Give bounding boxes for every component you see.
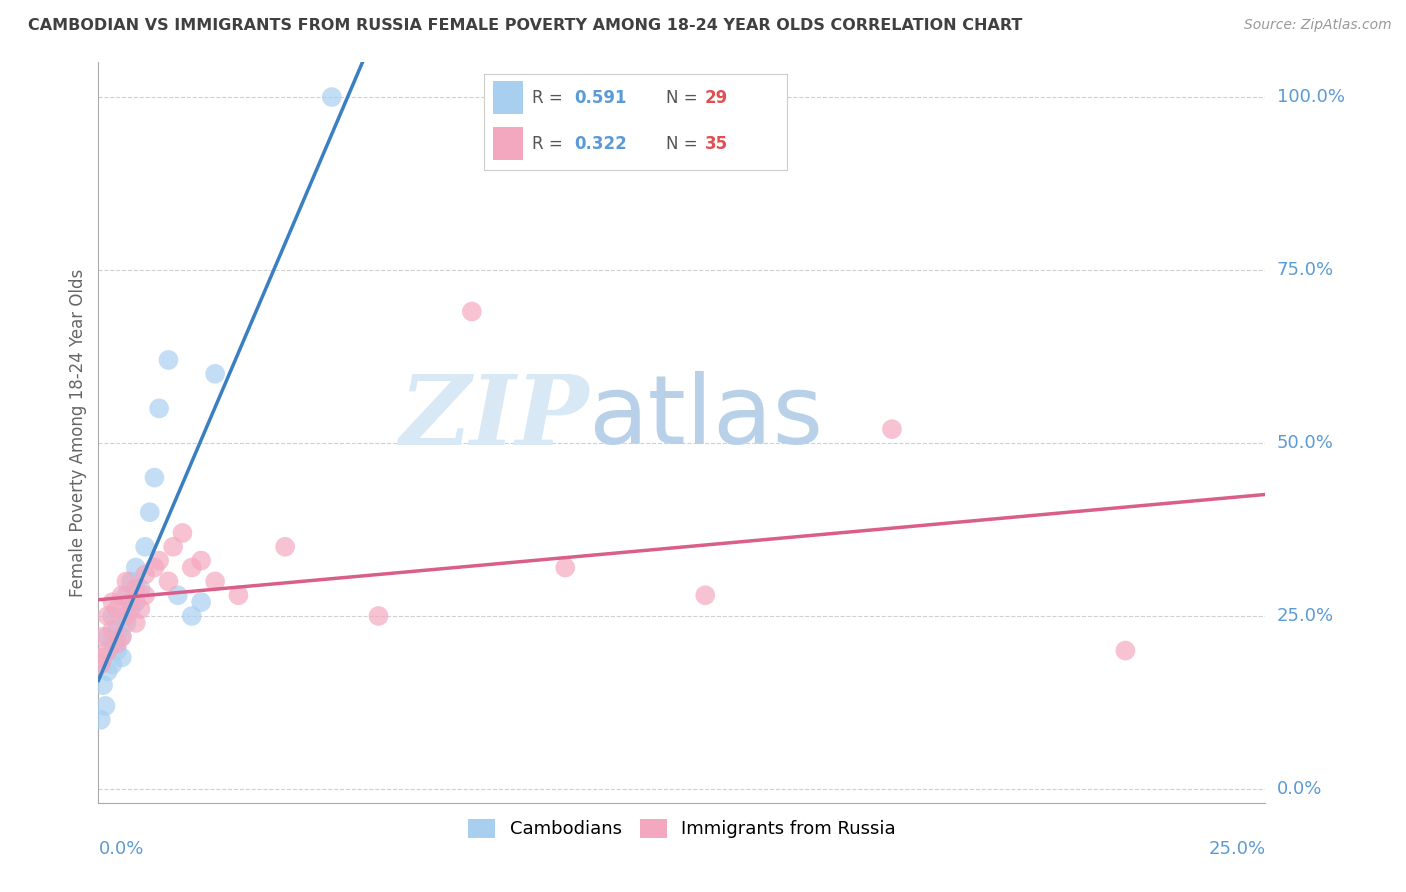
- Point: [120, 602, 142, 616]
- Point: [695, 588, 717, 602]
- Text: CAMBODIAN VS IMMIGRANTS FROM RUSSIA FEMALE POVERTY AMONG 18-24 YEAR OLDS CORRELA: CAMBODIAN VS IMMIGRANTS FROM RUSSIA FEMA…: [28, 18, 1022, 33]
- Point: [120, 595, 142, 609]
- Point: [204, 574, 226, 589]
- Point: [120, 574, 142, 589]
- Point: [129, 582, 152, 596]
- Point: [105, 637, 128, 651]
- Point: [90, 713, 112, 727]
- Point: [111, 650, 134, 665]
- Legend: Cambodians, Immigrants from Russia: Cambodians, Immigrants from Russia: [461, 812, 903, 846]
- Point: [166, 588, 188, 602]
- Text: 25.0%: 25.0%: [1277, 607, 1334, 625]
- Text: atlas: atlas: [589, 371, 824, 465]
- Point: [162, 540, 184, 554]
- Point: [101, 657, 124, 672]
- Point: [97, 609, 120, 624]
- Point: [115, 588, 138, 602]
- Text: 100.0%: 100.0%: [1277, 88, 1344, 106]
- Point: [134, 540, 156, 554]
- Point: [228, 588, 250, 602]
- Text: 25.0%: 25.0%: [1208, 840, 1265, 858]
- Point: [94, 698, 117, 713]
- Point: [90, 657, 112, 672]
- Point: [125, 582, 148, 596]
- Point: [91, 650, 114, 665]
- Point: [461, 304, 484, 318]
- Point: [367, 609, 389, 624]
- Point: [111, 630, 134, 644]
- Point: [101, 623, 124, 637]
- Point: [143, 560, 166, 574]
- Point: [91, 630, 114, 644]
- Text: Source: ZipAtlas.com: Source: ZipAtlas.com: [1244, 18, 1392, 32]
- Point: [139, 505, 162, 519]
- Point: [115, 609, 138, 624]
- Point: [180, 609, 202, 624]
- Point: [115, 615, 138, 630]
- Point: [880, 422, 903, 436]
- Point: [180, 560, 202, 574]
- Point: [105, 623, 128, 637]
- Point: [125, 615, 148, 630]
- Point: [554, 560, 576, 574]
- Point: [190, 595, 212, 609]
- Text: 75.0%: 75.0%: [1277, 261, 1334, 279]
- Point: [101, 609, 124, 624]
- Point: [97, 630, 120, 644]
- Text: 50.0%: 50.0%: [1277, 434, 1333, 452]
- Point: [148, 554, 170, 568]
- Point: [115, 574, 138, 589]
- Point: [105, 643, 128, 657]
- Point: [111, 588, 134, 602]
- Point: [172, 525, 194, 540]
- Point: [134, 588, 156, 602]
- Point: [1114, 643, 1136, 657]
- Y-axis label: Female Poverty Among 18-24 Year Olds: Female Poverty Among 18-24 Year Olds: [69, 268, 87, 597]
- Point: [101, 637, 124, 651]
- Point: [125, 560, 148, 574]
- Point: [148, 401, 170, 416]
- Point: [321, 90, 343, 104]
- Point: [111, 630, 134, 644]
- Text: 0.0%: 0.0%: [1277, 780, 1322, 798]
- Point: [274, 540, 297, 554]
- Point: [134, 567, 156, 582]
- Point: [157, 353, 180, 368]
- Point: [143, 470, 166, 484]
- Point: [97, 665, 120, 679]
- Point: [125, 595, 148, 609]
- Text: ZIP: ZIP: [399, 371, 589, 465]
- Point: [91, 678, 114, 692]
- Point: [101, 595, 124, 609]
- Text: 0.0%: 0.0%: [98, 840, 143, 858]
- Point: [97, 643, 120, 657]
- Point: [157, 574, 180, 589]
- Point: [105, 602, 128, 616]
- Point: [190, 554, 212, 568]
- Point: [204, 367, 226, 381]
- Point: [129, 602, 152, 616]
